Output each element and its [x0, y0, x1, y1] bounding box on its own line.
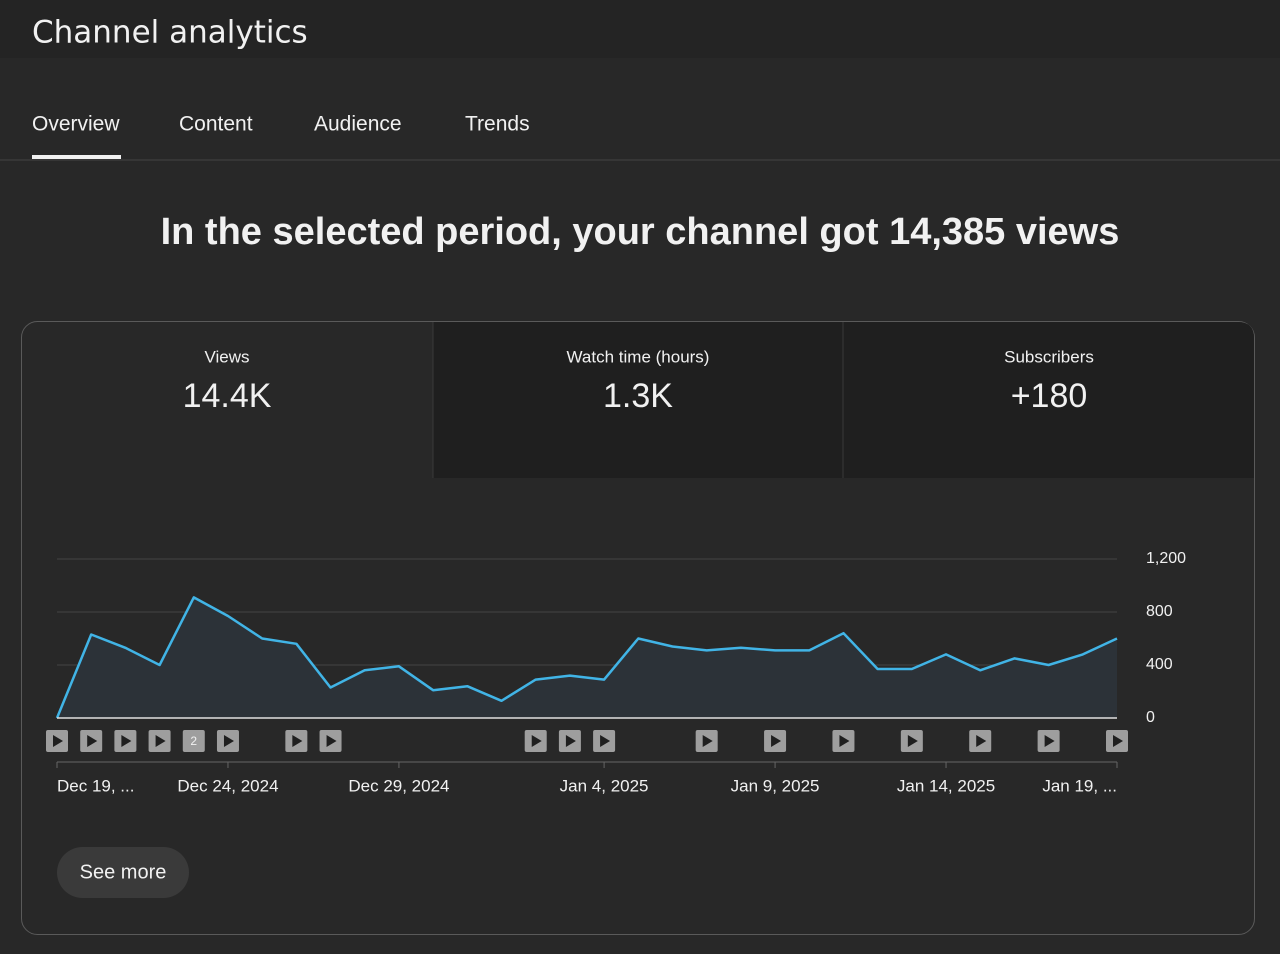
- metric-label[interactable]: Views: [204, 347, 249, 366]
- header-bar: [0, 0, 1280, 58]
- x-tick-label: Jan 9, 2025: [731, 776, 820, 795]
- x-tick-label: Jan 4, 2025: [560, 776, 649, 795]
- play-icon: [600, 735, 611, 747]
- play-icon: [907, 735, 918, 747]
- play-icon: [87, 735, 98, 747]
- metric-label[interactable]: Subscribers: [1004, 347, 1094, 366]
- video-count: 2: [190, 734, 197, 748]
- see-more-label[interactable]: See more: [80, 861, 167, 883]
- play-icon: [223, 735, 234, 747]
- x-tick-label: Dec 19, ...: [57, 776, 134, 795]
- metric-value[interactable]: 1.3K: [603, 377, 673, 415]
- play-icon: [839, 735, 850, 747]
- area: [57, 597, 1117, 718]
- play-icon: [326, 735, 337, 747]
- y-tick-label: 400: [1146, 656, 1173, 673]
- play-icon: [702, 735, 713, 747]
- play-icon: [565, 735, 576, 747]
- tab-underline: [32, 155, 121, 159]
- video-marker[interactable]: [182, 730, 205, 752]
- see-more-button[interactable]: [57, 847, 189, 898]
- play-icon: [155, 735, 166, 747]
- x-tick-label: Jan 14, 2025: [897, 776, 995, 795]
- play-icon: [292, 735, 303, 747]
- y-tick-label: 1,200: [1146, 550, 1186, 567]
- tab[interactable]: Trends: [465, 113, 530, 136]
- y-tick-label: 0: [1146, 709, 1155, 726]
- line: [55, 596, 1118, 719]
- play-icon: [771, 735, 782, 747]
- tab[interactable]: Audience: [314, 113, 402, 136]
- tab[interactable]: Overview: [32, 113, 120, 136]
- play-icon: [53, 735, 63, 747]
- x-tick-label: Dec 24, 2024: [177, 776, 278, 795]
- play-icon: [121, 735, 132, 747]
- play-icon: [976, 735, 987, 747]
- tab[interactable]: Content: [179, 113, 253, 136]
- headline: In the selected period, your channel got…: [161, 211, 1120, 253]
- play-icon: [531, 735, 542, 747]
- metric-label[interactable]: Watch time (hours): [567, 347, 710, 366]
- metric-value[interactable]: 14.4K: [183, 377, 272, 415]
- metric-value[interactable]: +180: [1011, 377, 1088, 415]
- y-tick-label: 800: [1146, 603, 1173, 620]
- play-icon: [1113, 735, 1123, 747]
- play-icon: [1044, 735, 1055, 747]
- x-tick-label: Dec 29, 2024: [348, 776, 449, 795]
- x-tick-label: Jan 19, ...: [1042, 776, 1117, 795]
- page-title: Channel analytics: [32, 15, 308, 51]
